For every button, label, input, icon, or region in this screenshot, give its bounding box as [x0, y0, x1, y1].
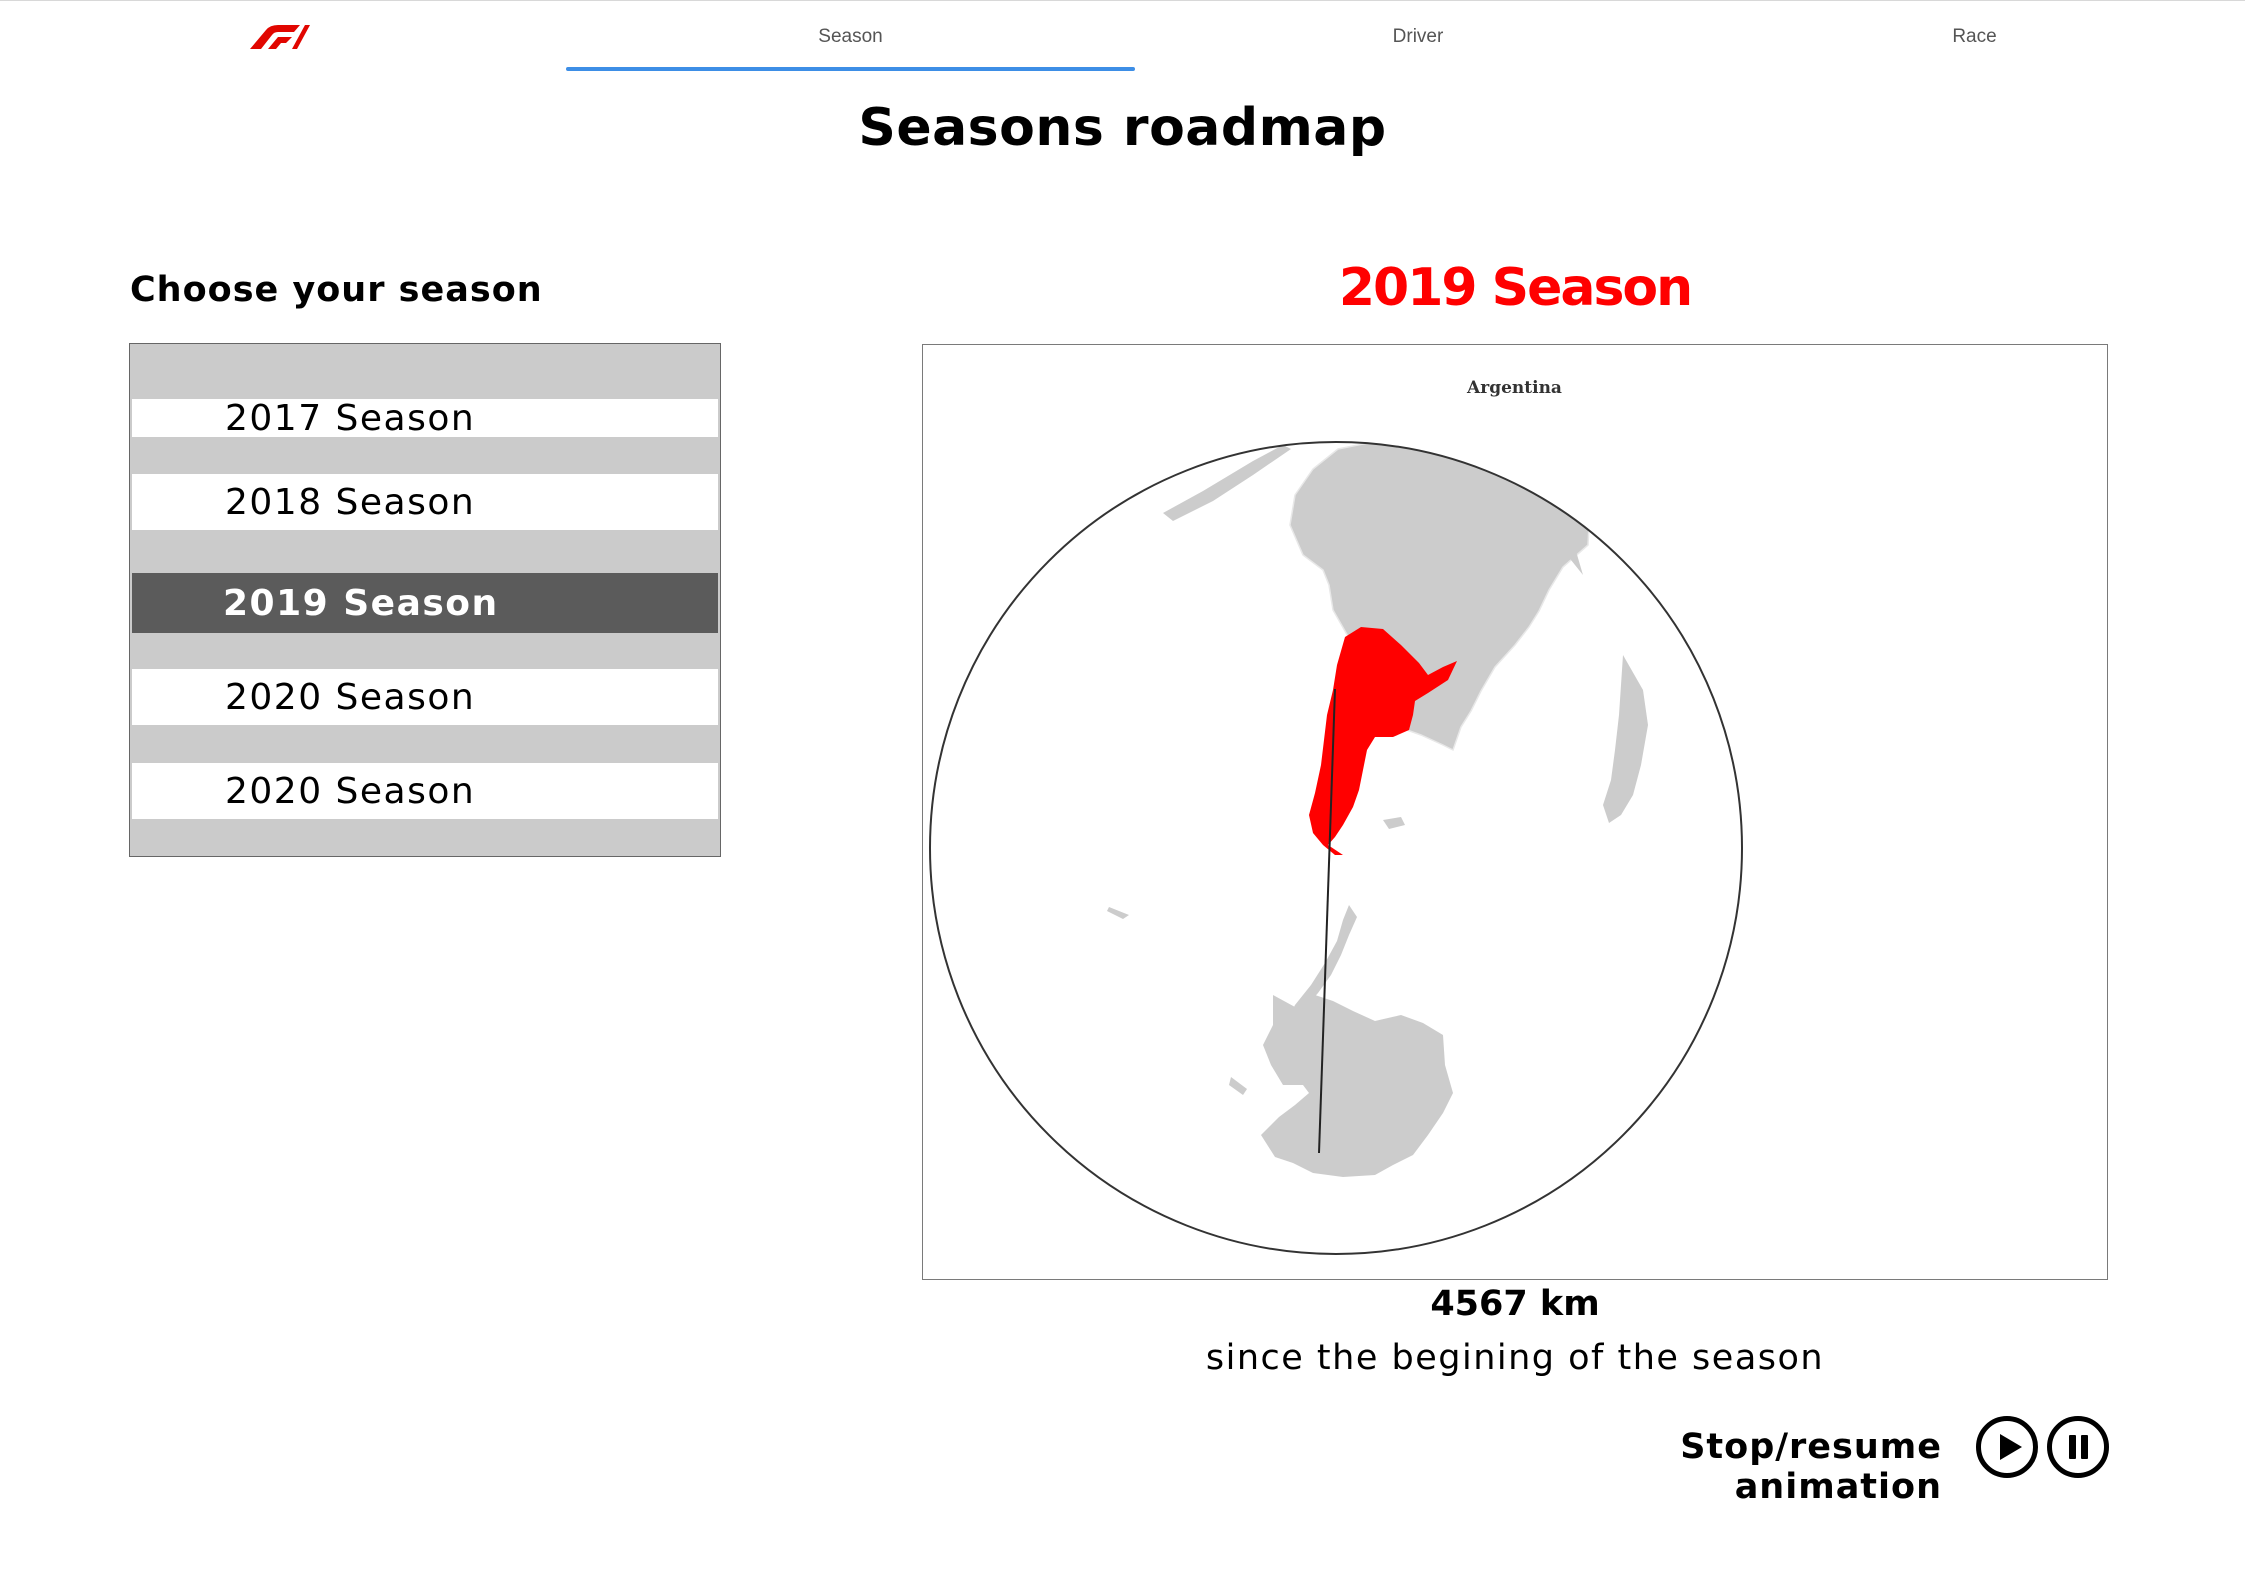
argentina-highlight: [1309, 627, 1457, 855]
globe-svg: [929, 441, 1743, 1255]
land-antarctic-peninsula: [1289, 905, 1357, 1017]
f1-logo-icon[interactable]: [248, 21, 310, 51]
season-item-2019[interactable]: 2019 Season: [132, 573, 718, 633]
map-country-label: Argentina: [1467, 378, 1562, 398]
tab-race[interactable]: Race: [1701, 1, 2245, 73]
season-item-label: 2017 Season: [225, 397, 476, 439]
season-item-label: 2019 Season: [223, 582, 499, 624]
selected-season-heading: 2019 Season: [1338, 258, 1693, 318]
season-list[interactable]: 2017 Season 2018 Season 2019 Season 2020…: [129, 343, 721, 857]
land-islands: [1107, 907, 1129, 919]
route-line: [1318, 688, 1336, 1154]
season-item-2020-b[interactable]: 2020 Season: [132, 763, 718, 819]
land-africa-edge: [1603, 655, 1648, 823]
tab-driver[interactable]: Driver: [1135, 1, 1701, 73]
land-islands: [1543, 521, 1583, 575]
pause-button[interactable]: [2047, 1416, 2109, 1478]
distance-value: 4567 km: [1430, 1284, 1600, 1324]
tab-season[interactable]: Season: [566, 1, 1135, 73]
land-antarctica: [1261, 995, 1453, 1177]
season-item-2020[interactable]: 2020 Season: [132, 669, 718, 725]
play-circle-icon: [2000, 1434, 2022, 1460]
season-item-2018[interactable]: 2018 Season: [132, 474, 718, 530]
play-button[interactable]: [1976, 1416, 2038, 1478]
season-item-label: 2018 Season: [225, 481, 476, 523]
land-central-america: [1163, 445, 1291, 521]
page-title: Seasons roadmap: [858, 98, 1387, 158]
animation-label: Stop/resume animation: [1680, 1427, 1942, 1507]
distance-caption: since the begining of the season: [1205, 1338, 1825, 1378]
season-picker-title: Choose your season: [130, 270, 543, 310]
tab-race-label: Race: [1952, 26, 1997, 47]
globe-map[interactable]: Argentina: [922, 344, 2108, 1280]
land-falklands: [1383, 817, 1405, 829]
season-item-label: 2020 Season: [225, 676, 476, 718]
land-islands: [1229, 1077, 1247, 1095]
top-navigation: Season Driver Race: [0, 0, 2245, 72]
tab-season-label: Season: [818, 26, 883, 47]
globe-outline: [929, 441, 1743, 1255]
tab-driver-label: Driver: [1392, 26, 1444, 47]
season-item-label: 2020 Season: [225, 770, 476, 812]
season-item-2017[interactable]: 2017 Season: [132, 397, 718, 439]
